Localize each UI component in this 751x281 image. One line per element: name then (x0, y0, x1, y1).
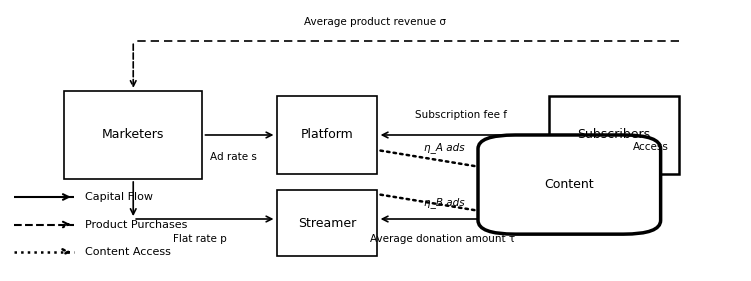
Text: Average donation amount τ: Average donation amount τ (370, 234, 515, 244)
Text: Ad rate s: Ad rate s (210, 151, 258, 162)
FancyBboxPatch shape (549, 96, 679, 174)
FancyBboxPatch shape (276, 96, 377, 174)
Text: Content: Content (544, 178, 594, 191)
Text: Product Purchases: Product Purchases (85, 219, 187, 230)
Text: η_B ads: η_B ads (424, 197, 465, 208)
Text: Platform: Platform (300, 128, 354, 142)
Text: η_A ads: η_A ads (424, 142, 465, 153)
Text: Content Access: Content Access (85, 247, 170, 257)
Text: Flat rate p: Flat rate p (173, 234, 228, 244)
Text: Capital Flow: Capital Flow (85, 192, 152, 202)
Text: Marketers: Marketers (102, 128, 164, 142)
FancyBboxPatch shape (478, 135, 661, 234)
Text: Subscribers: Subscribers (578, 128, 650, 142)
Text: Subscription fee f: Subscription fee f (415, 110, 507, 120)
Text: Streamer: Streamer (298, 217, 356, 230)
FancyBboxPatch shape (276, 190, 377, 256)
Text: Access: Access (633, 142, 669, 151)
Text: Average product revenue σ: Average product revenue σ (304, 17, 447, 26)
FancyBboxPatch shape (65, 91, 202, 179)
